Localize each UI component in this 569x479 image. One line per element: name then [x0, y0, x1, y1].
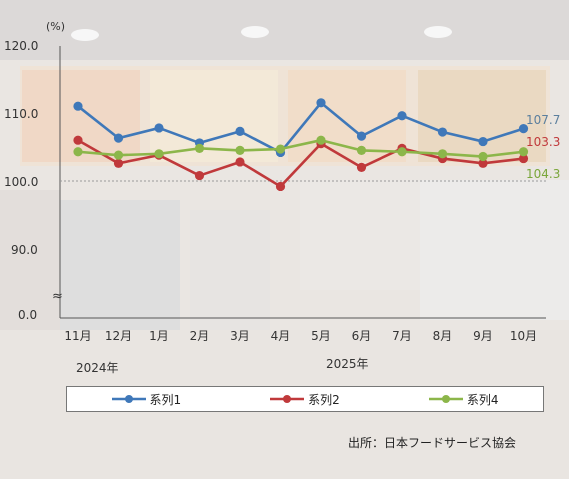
x-tick-labels: 11月 12月 1月 2月 3月 4月 5月 6月 7月 8月 9月 10月: [64, 329, 537, 343]
legend-marker-series2: [270, 395, 305, 403]
end-value-label: 104.3: [526, 167, 560, 181]
legend-item-series4: 系列4: [428, 391, 499, 408]
data-point: [113, 133, 124, 143]
data-point: [154, 123, 164, 133]
legend-label-series4: 系列4: [466, 392, 499, 407]
data-point: [397, 147, 407, 157]
series-layer: [73, 98, 529, 192]
y-tick-label: 100.0: [4, 175, 38, 189]
data-point: [235, 126, 245, 136]
y-tick-label: 110.0: [4, 107, 38, 121]
x-tick-label: 9月: [473, 329, 493, 343]
data-point: [478, 151, 488, 162]
data-point: [356, 162, 367, 172]
data-point: [235, 157, 245, 167]
data-point: [518, 147, 529, 157]
x-tick-label: 8月: [433, 329, 453, 343]
data-point: [73, 147, 83, 157]
data-point: [275, 181, 286, 192]
data-point: [113, 150, 124, 160]
x-tick-label: 11月: [64, 329, 91, 343]
data-point: [194, 170, 205, 181]
y-tick-label: 120.0: [4, 39, 38, 53]
x-tick-label: 5月: [311, 329, 331, 343]
year-label-2024: 2024年: [76, 361, 119, 375]
legend-item-series2: 系列2: [270, 391, 340, 408]
end-value-label: 107.7: [526, 113, 560, 127]
x-tick-label: 7月: [392, 329, 412, 343]
axis-break-symbol: ≈: [52, 289, 63, 304]
data-point: [356, 131, 367, 141]
data-point: [397, 111, 407, 121]
data-point: [437, 149, 448, 159]
legend-item-series1: 系列1: [111, 391, 182, 408]
data-point: [73, 101, 83, 111]
y-unit-label: (%): [46, 20, 65, 33]
x-tick-label: 6月: [352, 329, 372, 343]
legend: 系列1 系列2 系列4: [66, 386, 544, 412]
end-value-label: 103.3: [526, 135, 560, 149]
data-point: [316, 98, 326, 108]
end-labels: 107.7 103.3 104.3: [526, 113, 560, 181]
x-tick-label: 10月: [510, 329, 537, 343]
legend-marker-series4: [428, 395, 463, 403]
legend-label-series2: 系列2: [308, 392, 340, 407]
series-line-3: [77, 138, 524, 158]
y-tick-label: 0.0: [18, 308, 37, 322]
legend-label-series1: 系列1: [149, 392, 182, 407]
data-point: [478, 158, 488, 168]
data-point: [316, 135, 326, 145]
data-point: [194, 143, 205, 153]
data-point: [518, 153, 529, 164]
legend-marker-series1: [111, 395, 146, 403]
series-line-2: [77, 139, 524, 188]
data-point: [478, 136, 488, 147]
x-tick-label: 2月: [190, 329, 210, 343]
data-point: [73, 135, 83, 145]
data-point: [356, 145, 367, 155]
data-point: [235, 145, 245, 155]
data-point: [518, 124, 529, 134]
data-point: [275, 144, 286, 154]
x-tick-label: 1月: [149, 329, 169, 343]
data-point: [437, 127, 448, 137]
source-note: 出所：日本フードサービス協会: [348, 436, 517, 450]
y-tick-label: 90.0: [11, 243, 38, 257]
series-line-1: [77, 101, 524, 154]
data-point: [113, 158, 124, 168]
data-point: [154, 149, 164, 159]
x-tick-label: 4月: [271, 329, 291, 343]
x-tick-label: 3月: [230, 329, 250, 343]
year-label-2025: 2025年: [326, 357, 369, 371]
x-tick-label: 12月: [105, 329, 132, 343]
